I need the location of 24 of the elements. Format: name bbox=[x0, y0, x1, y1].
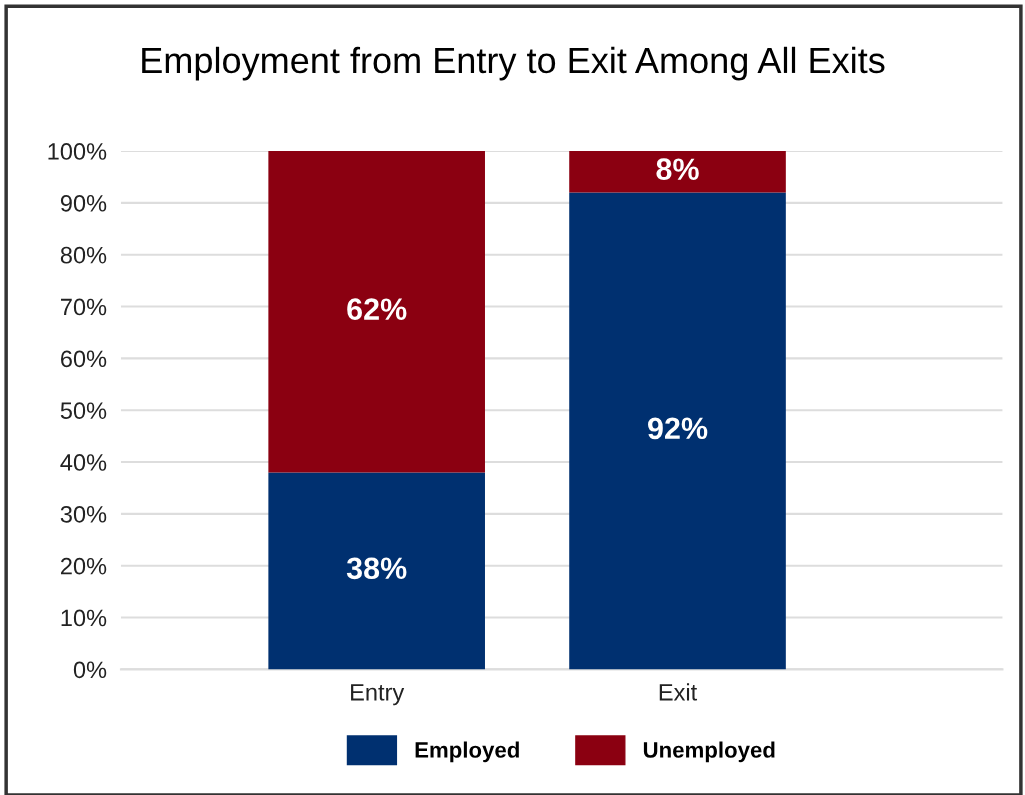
data-label: 62% bbox=[347, 298, 407, 320]
y-tick-label: 90% bbox=[60, 194, 107, 212]
legend-label: Unemployed bbox=[643, 741, 775, 763]
bar bbox=[569, 192, 786, 670]
chart-title: Employment from Entry to Exit Among All Exits bbox=[142, 46, 885, 81]
bar bbox=[268, 472, 485, 670]
x-tick-label: Exit bbox=[659, 683, 698, 701]
y-tick-label: 80% bbox=[60, 246, 107, 264]
y-tick-label: 20% bbox=[60, 557, 107, 575]
data-label: 38% bbox=[346, 557, 407, 580]
y-tick-label: 50% bbox=[60, 402, 107, 420]
data-label: 8% bbox=[656, 158, 699, 180]
y-tick-label: 0% bbox=[73, 661, 107, 679]
legend-label: Employed bbox=[415, 741, 519, 763]
y-tick-label: 60% bbox=[61, 350, 107, 368]
y-tick-label: 40% bbox=[60, 454, 107, 471]
y-tick-label: 100% bbox=[48, 143, 107, 160]
bar bbox=[569, 151, 786, 193]
y-tick-label: 10% bbox=[61, 609, 107, 627]
y-tick-label: 70% bbox=[61, 298, 107, 316]
bar bbox=[268, 151, 485, 473]
data-label: 92% bbox=[648, 417, 708, 440]
y-tick-label: 30% bbox=[60, 505, 107, 523]
x-tick-label: Entry bbox=[351, 684, 405, 706]
